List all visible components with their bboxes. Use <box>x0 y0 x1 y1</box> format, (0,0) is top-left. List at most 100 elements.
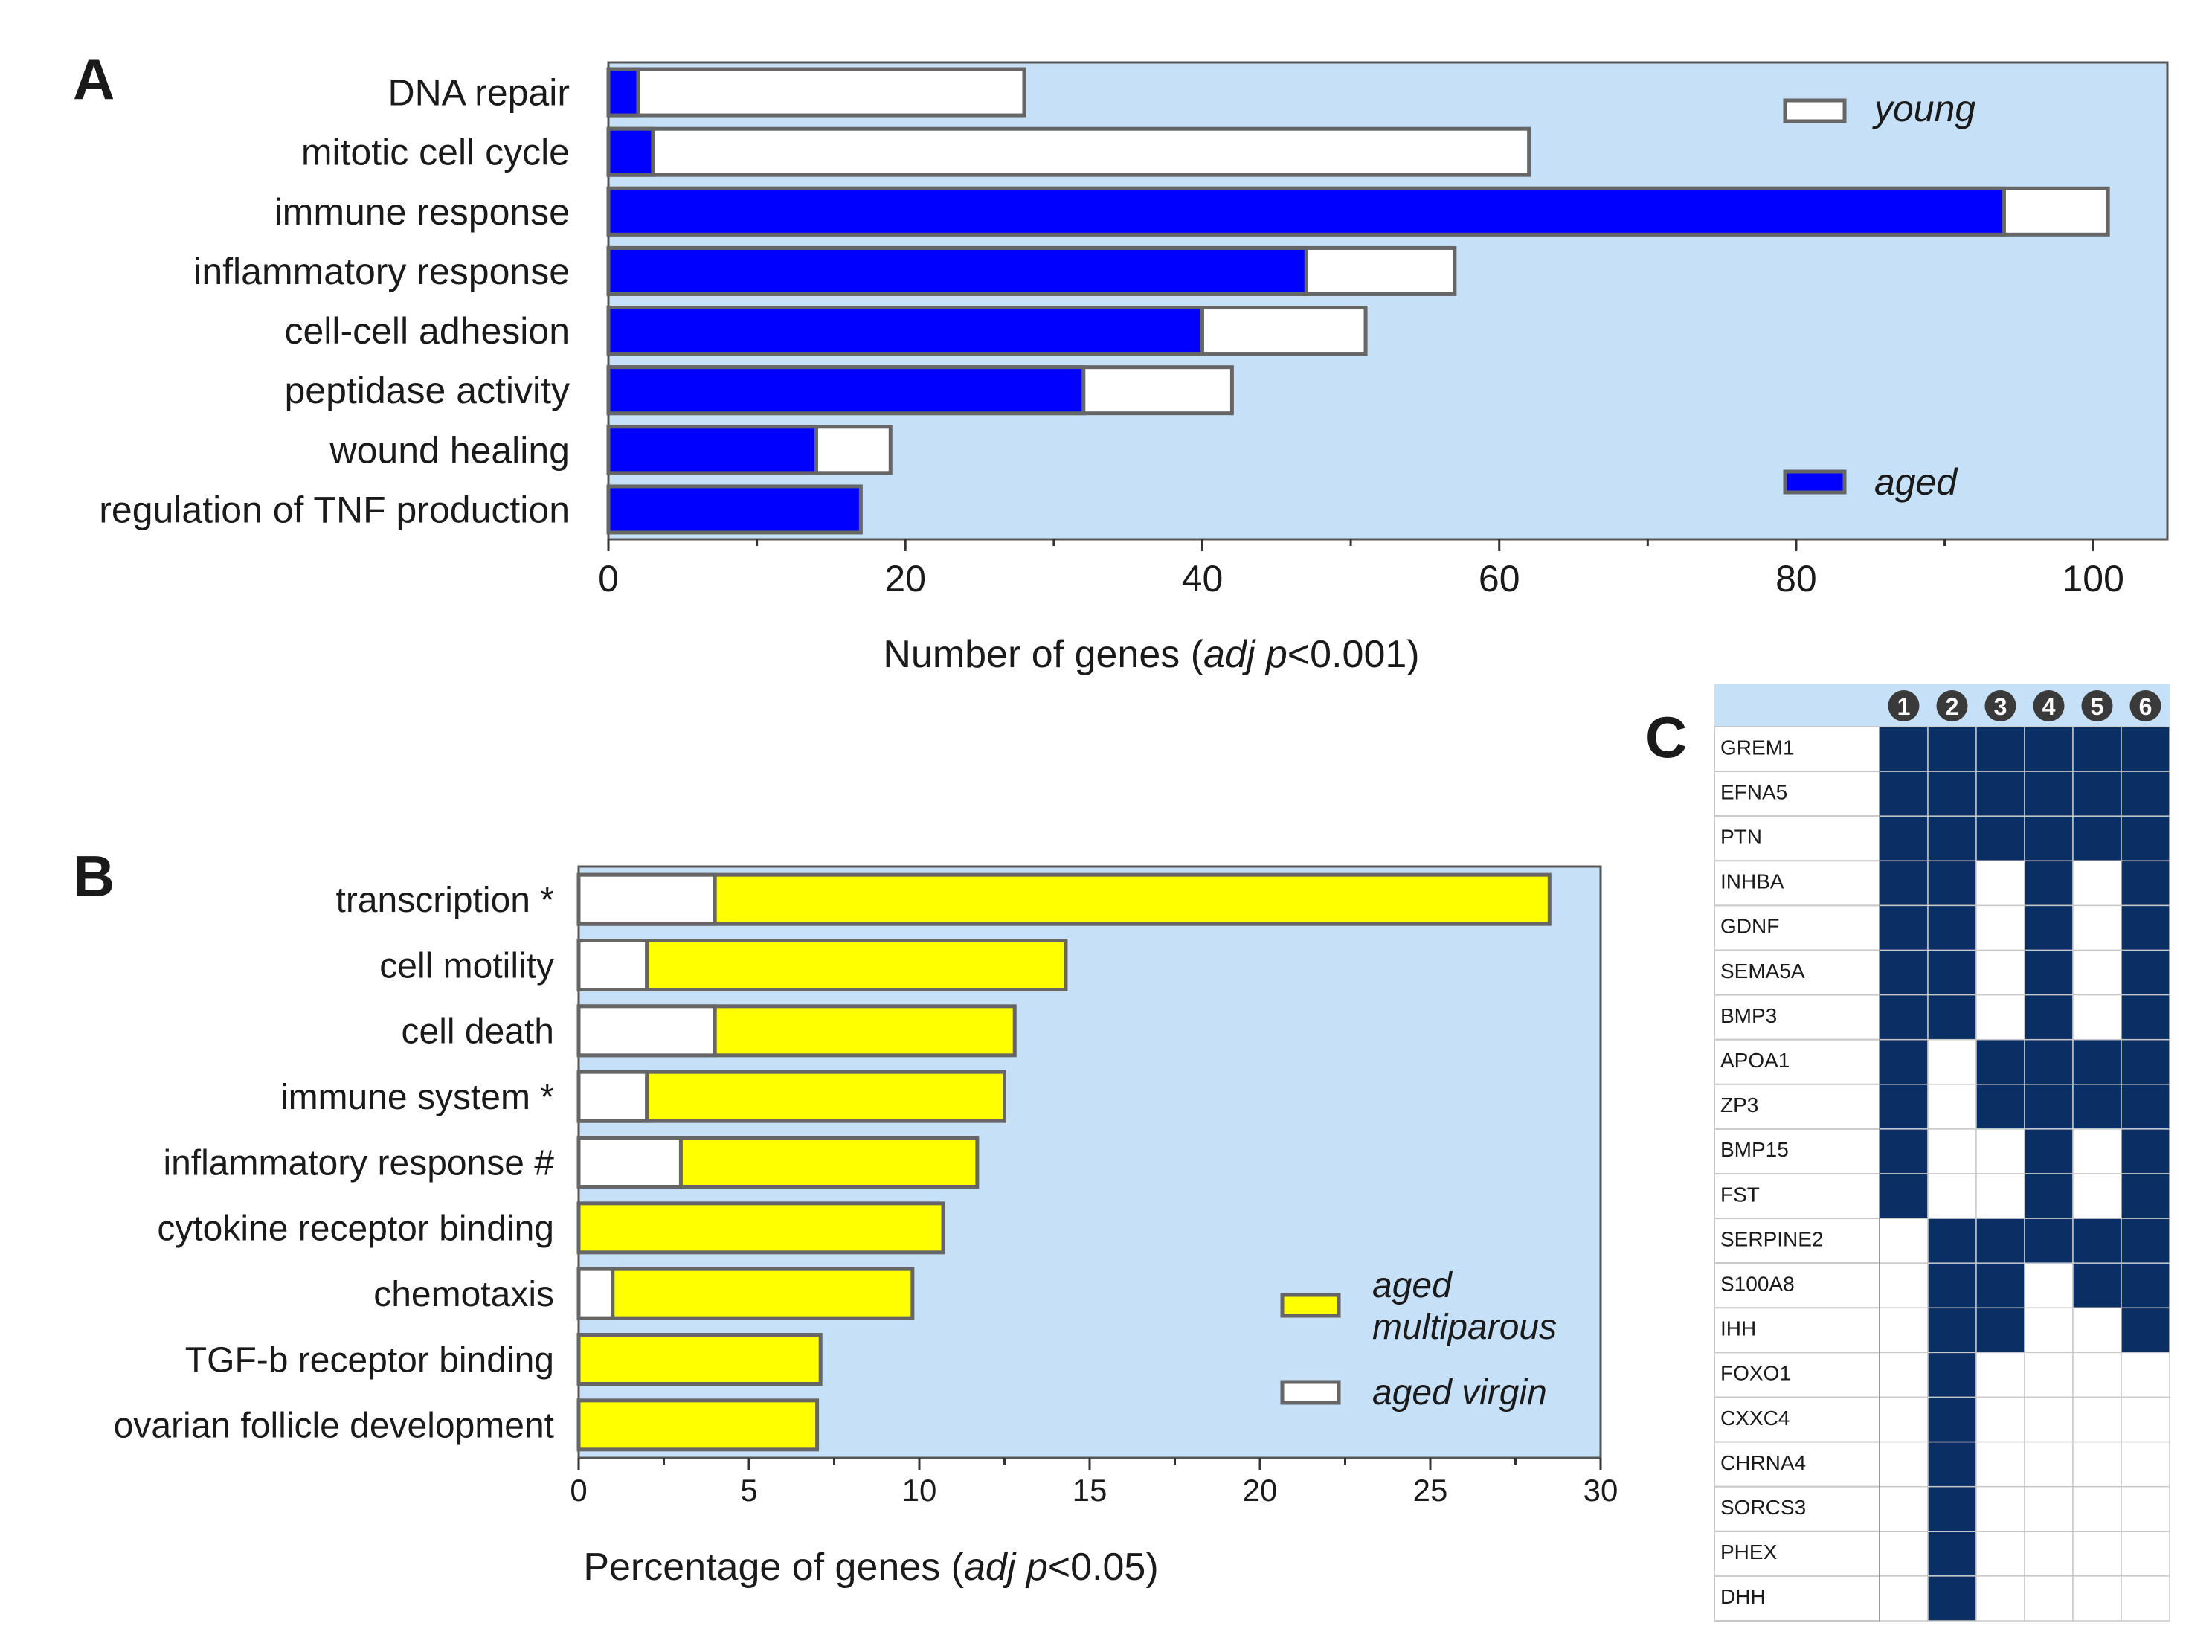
heatmap-cell <box>1879 904 1929 951</box>
heatmap-cell <box>2121 994 2170 1041</box>
heatmap-cell <box>2121 1575 2170 1622</box>
heatmap-cell <box>1975 1173 2025 1219</box>
heatmap-cell <box>2024 1307 2074 1354</box>
bar-a-aged <box>606 245 1308 296</box>
heatmap-cell <box>1975 1575 2025 1622</box>
column-number: 2 <box>1946 693 1959 720</box>
category-label: cell death <box>402 1012 554 1052</box>
column-number-badge <box>1984 690 2016 721</box>
gene-label: S100A8 <box>1720 1272 1795 1295</box>
heatmap-cell <box>2072 904 2122 951</box>
panel-c-heatmap: 1 2 3 4 5 6 GREM1 EFNA5 PTN INHBA GDNF SEMA5A BMP3 AP… <box>1714 684 2170 1622</box>
panel-a-category-labels: DNA repair mitotic cell cycle immune respo… <box>99 72 570 531</box>
heatmap-cell <box>1879 1084 1929 1130</box>
bar-a-young <box>606 67 1026 118</box>
bar-b-aged-multiparous <box>576 939 1068 991</box>
heatmap-cell <box>1879 1128 1929 1174</box>
row-label-cell <box>1714 949 1880 996</box>
column-number: 3 <box>1994 693 2007 720</box>
legend-swatch-young <box>1783 98 1847 123</box>
heatmap-cell <box>1927 904 1977 951</box>
x-tick-label: 10 <box>902 1473 937 1508</box>
heatmap-cell <box>1879 1396 1929 1443</box>
bar-a-aged <box>606 126 655 177</box>
heatmap-cell <box>2024 1352 2074 1398</box>
x-tick-label: 40 <box>1182 558 1224 600</box>
panel-a-x-axis: 0 20 40 60 80 100 <box>598 539 2124 600</box>
heatmap-cell <box>2024 1441 2074 1488</box>
x-tick-label: 80 <box>1775 558 1817 600</box>
heatmap-cell <box>2024 949 2074 996</box>
category-label: immune system * <box>280 1078 554 1117</box>
x-tick-label: 60 <box>1479 558 1520 600</box>
heatmap-cell <box>1975 1531 2025 1577</box>
legend-label-aged-multiparous-line1: aged <box>1372 1266 1453 1305</box>
heatmap-cell <box>2072 1128 2122 1174</box>
category-label: inflammatory response <box>193 251 570 292</box>
row-label-cell <box>1714 815 1880 862</box>
heatmap-cell <box>1879 726 1929 772</box>
legend-swatch-aged <box>1783 469 1847 495</box>
heatmap-cell <box>2024 1531 2074 1577</box>
heatmap-cell <box>2024 1485 2074 1532</box>
x-tick-label: 15 <box>1073 1473 1107 1508</box>
heatmap-cell <box>2121 1173 2170 1219</box>
heatmap-cell <box>2072 815 2122 862</box>
panel-b-chart: transcription * cell motility cell death im… <box>114 865 1618 1589</box>
x-tick-label: 30 <box>1584 1473 1618 1508</box>
gene-label: ZP3 <box>1720 1093 1758 1116</box>
row-label-cell <box>1714 1083 1880 1130</box>
heatmap-cell <box>1927 1485 1977 1532</box>
heatmap-cell <box>1975 726 2025 772</box>
heatmap-cell <box>2121 949 2170 996</box>
category-label: cell-cell adhesion <box>284 310 570 352</box>
heatmap-cell <box>1975 1128 2025 1174</box>
heatmap-cell <box>1975 1262 2025 1309</box>
row-label-cell <box>1714 1530 1880 1577</box>
heatmap-cell <box>2121 1441 2170 1488</box>
panel-label-a: A <box>73 46 115 112</box>
heatmap-cell <box>1927 815 1977 862</box>
gene-label: FOXO1 <box>1720 1362 1791 1385</box>
heatmap-cell <box>2072 860 2122 907</box>
heatmap-cell <box>2024 771 2074 817</box>
heatmap-cell <box>2121 1218 2170 1264</box>
bar-b-aged-multiparous <box>576 1267 915 1320</box>
category-label: inflammatory response # <box>163 1143 554 1183</box>
gene-label: PTN <box>1720 825 1762 848</box>
heatmap-cell <box>1879 949 1929 996</box>
heatmap-cell <box>2024 860 2074 907</box>
category-label: immune response <box>274 191 570 233</box>
row-label-cell <box>1714 1173 1880 1220</box>
heatmap-cell <box>2121 771 2170 817</box>
heatmap-cell <box>1975 1084 2025 1130</box>
heatmap-cell <box>1975 1307 2025 1354</box>
panel-label-b: B <box>73 843 115 909</box>
row-label-cell <box>1714 726 1880 773</box>
row-label-cell <box>1714 1262 1880 1309</box>
bar-a-aged <box>606 186 2006 237</box>
heatmap-cell <box>1879 1485 1929 1532</box>
category-label: ovarian follicle development <box>114 1407 554 1446</box>
bar-b-aged-virgin <box>576 939 649 991</box>
heatmap-cell <box>1927 1128 1977 1174</box>
heatmap-cell <box>1927 1352 1977 1398</box>
panel-a-chart: DNA repair mitotic cell cycle immune respo… <box>99 61 2169 676</box>
column-number-badge <box>1936 690 1968 721</box>
bar-b-aged-virgin <box>576 1070 649 1123</box>
heatmap-cell <box>1975 1038 2025 1085</box>
bar-b-aged-multiparous <box>576 1398 820 1452</box>
heatmap-cell <box>1927 1038 1977 1085</box>
legend-swatch-aged-multiparous <box>1280 1293 1341 1318</box>
gene-label: INHBA <box>1720 870 1784 893</box>
heatmap-cell <box>1879 1262 1929 1309</box>
heatmap-cell <box>2024 1396 2074 1443</box>
heatmap-cell <box>2072 1531 2122 1577</box>
column-number-badge <box>1888 690 1920 721</box>
x-tick-label: 0 <box>570 1473 587 1508</box>
heatmap-cell <box>2024 904 2074 951</box>
heatmap-cell <box>1975 860 2025 907</box>
bar-a-aged <box>606 67 640 118</box>
heatmap-cell <box>2024 1262 2074 1309</box>
